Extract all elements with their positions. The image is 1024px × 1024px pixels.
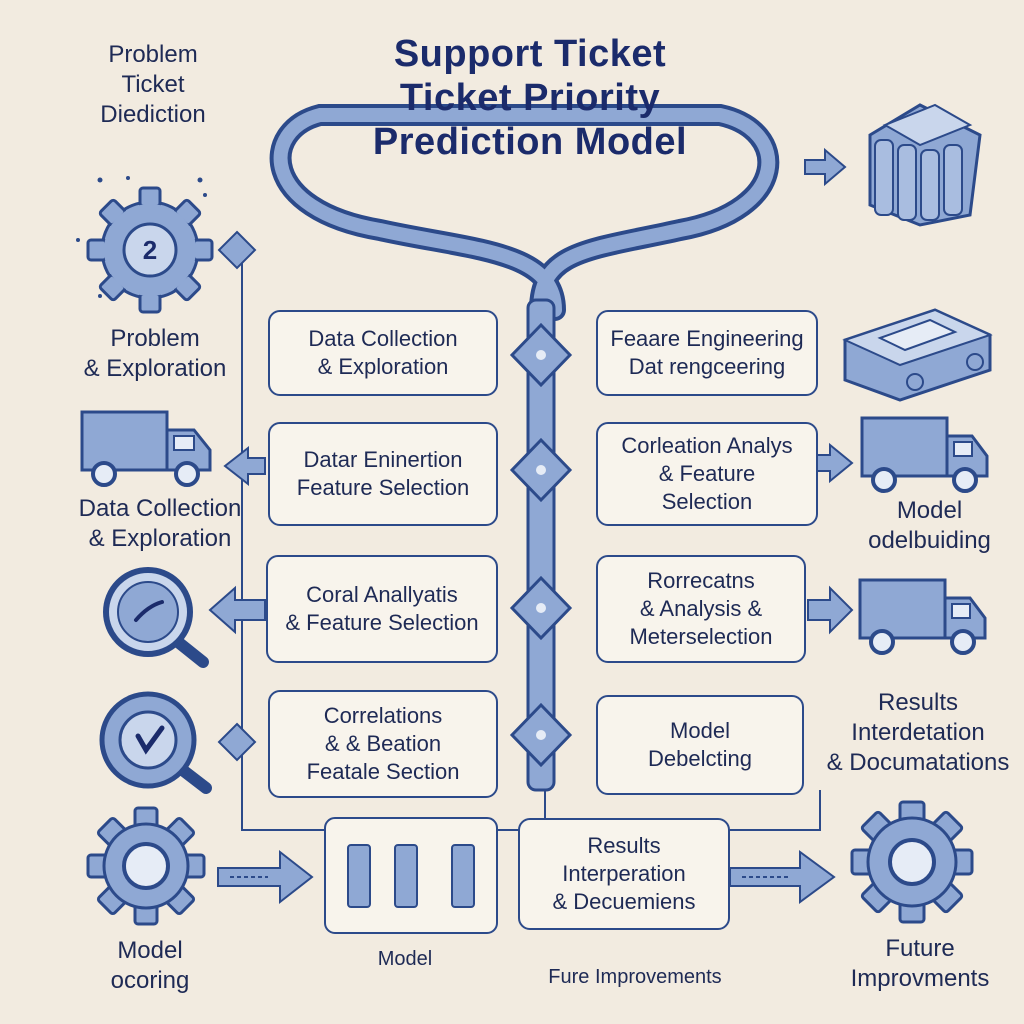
truck-icon [858, 578, 987, 655]
box-correlation-analysis[interactable]: Corleation Analys & Feature Selection [596, 422, 818, 526]
left-diamond-top [217, 230, 257, 270]
box-results-interpretation[interactable]: Results Interperation & Decuemiens [518, 818, 730, 930]
label-problem-exploration: Problem & Exploration [83, 325, 227, 382]
gear-icon [86, 806, 206, 926]
arrow-left-truck [223, 445, 266, 487]
arrow-right-model [811, 442, 854, 484]
central-pipe [269, 104, 780, 792]
title-line-3: Prediction Model [372, 121, 688, 163]
label-future-improvements: Future Improvments [850, 935, 990, 992]
arrow-right-top [804, 147, 847, 187]
box-analysis-selection[interactable]: Rorrecatns & Analysis & Meterselection [596, 555, 806, 663]
diagram-title: Support Ticket Ticket Priority Predictio… [300, 32, 760, 164]
svg-text:2: 2 [143, 235, 157, 265]
stem-diamond-4 [509, 702, 573, 768]
left-diamond-bottom [217, 722, 257, 762]
magnifier-gear-icon [99, 691, 212, 794]
printer-icon [842, 308, 993, 402]
box-data-collection[interactable]: Data Collection & Exploration [268, 310, 498, 396]
box-correlations[interactable]: Correlations & & Beation Featale Section [268, 690, 498, 798]
magnifier-icon [103, 567, 209, 668]
stem-diamond-3 [509, 575, 573, 641]
label-results-interpretation: Results Interdetation & Documatations [826, 689, 1010, 776]
label-model-scoring: Model ocoring [110, 937, 190, 994]
decorative-dots [76, 176, 207, 298]
arrow-right-truck [807, 585, 854, 635]
stem-diamond-1 [509, 322, 573, 388]
stem-diamond-2 [509, 437, 573, 503]
arrow-left-magnifier [208, 585, 266, 635]
storage-icon [868, 103, 982, 227]
arrow-bottom-right [729, 850, 836, 904]
gear-number-icon: 2 [86, 186, 214, 314]
label-data-collection: Data Collection & Exploration [78, 495, 242, 552]
gear-icon [850, 800, 974, 924]
box-feature-engineering[interactable]: Feaare Engineering Dat rengceering [596, 310, 818, 396]
right-connector-line [720, 790, 821, 831]
truck-icon [80, 410, 212, 487]
box-coral-analysis[interactable]: Coral Anallyatis & Feature Selection [266, 555, 498, 663]
title-line-2: Ticket Priority [399, 77, 661, 119]
title-line-1: Support Ticket [393, 33, 667, 75]
label-future-improvements-bottom: Fure Improvements [548, 966, 722, 988]
label-problem-ticket: Problem Ticket Diediction [100, 41, 206, 128]
truck-icon [860, 416, 989, 493]
label-model-building: Model odelbuiding [868, 497, 991, 554]
box-model-debelcting[interactable]: Model Debelcting [596, 695, 804, 795]
label-model: Model [377, 948, 433, 970]
box-feature-selection[interactable]: Datar Eninertion Feature Selection [268, 422, 498, 526]
bar-chart-icon [324, 817, 498, 934]
arrow-bottom-left [217, 849, 314, 905]
